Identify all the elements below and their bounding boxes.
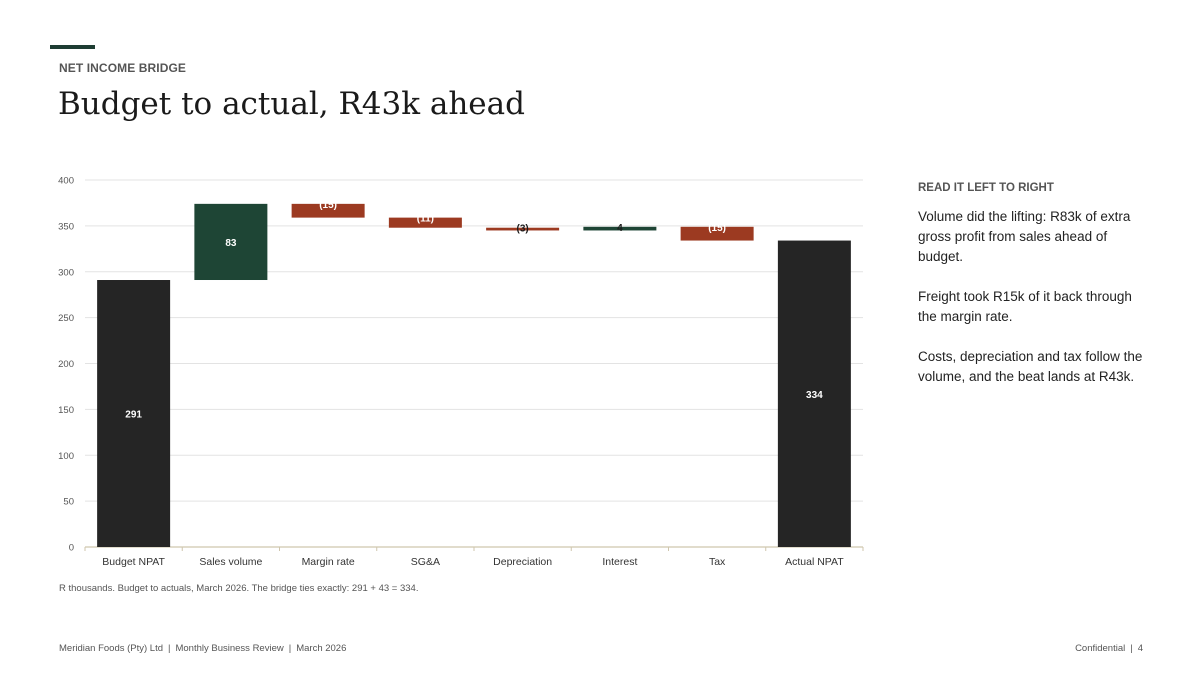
y-tick-label: 50: [63, 497, 74, 508]
bar-actual-npat: [777, 240, 851, 547]
accent-rule: [50, 45, 95, 49]
notes-title: READ IT LEFT TO RIGHT: [918, 182, 1054, 194]
x-tick-label: Tax: [709, 556, 726, 568]
note-paragraph: Costs, depreciation and tax follow the v…: [918, 349, 1143, 384]
notes-body: Volume did the lifting: R83k of extra gr…: [918, 207, 1150, 407]
x-tick-label: Actual NPAT: [785, 556, 844, 568]
source-note: R thousands. Budget to actuals, March 20…: [59, 583, 419, 594]
x-tick-label: Margin rate: [302, 556, 355, 568]
x-tick-label: Sales volume: [199, 556, 262, 568]
y-tick-label: 250: [58, 313, 74, 324]
data-label: 291: [125, 410, 142, 421]
data-label: 4: [617, 223, 623, 234]
bar-tax: [680, 226, 754, 241]
y-tick-label: 0: [69, 543, 74, 554]
y-tick-label: 350: [58, 221, 74, 232]
y-tick-label: 100: [58, 451, 74, 462]
data-label: (11): [417, 214, 434, 225]
y-tick-label: 300: [58, 267, 74, 278]
bar-margin-rate: [291, 203, 365, 218]
data-label: (15): [708, 223, 726, 234]
data-label: 83: [225, 238, 237, 249]
bar-sales-volume: [194, 203, 268, 281]
footer-confidential: Confidential: [1075, 643, 1126, 654]
footer-report: Monthly Business Review: [175, 643, 284, 654]
data-label: (15): [319, 200, 337, 211]
section-kicker: NET INCOME BRIDGE: [59, 61, 187, 75]
footer-right: Confidential | 4: [1075, 643, 1143, 654]
footer-left: Meridian Foods (Pty) Ltd | Monthly Busines…: [59, 643, 347, 654]
bar-depreciation: [486, 227, 560, 231]
footer-date: March 2026: [296, 643, 347, 654]
bar-sg-a: [388, 217, 462, 228]
y-tick-label: 150: [58, 405, 74, 416]
bar-interest: [583, 226, 657, 231]
data-label: 334: [806, 390, 823, 401]
data-label: (3): [517, 224, 529, 235]
x-tick-label: Interest: [602, 556, 637, 568]
x-tick-label: SG&A: [411, 556, 440, 568]
note-paragraph: Freight took R15k of it back through the…: [918, 289, 1132, 324]
footer-company: Meridian Foods (Pty) Ltd: [59, 643, 164, 654]
note-paragraph: Volume did the lifting: R83k of extra gr…: [918, 209, 1131, 264]
x-tick-label: Budget NPAT: [102, 556, 165, 568]
page-number: 4: [1137, 643, 1143, 654]
slide-title: Budget to actual, R43k ahead: [58, 86, 525, 122]
y-tick-label: 400: [58, 176, 74, 187]
y-tick-label: 200: [58, 359, 74, 370]
bar-budget-npat: [97, 280, 171, 547]
x-tick-label: Depreciation: [493, 556, 552, 568]
